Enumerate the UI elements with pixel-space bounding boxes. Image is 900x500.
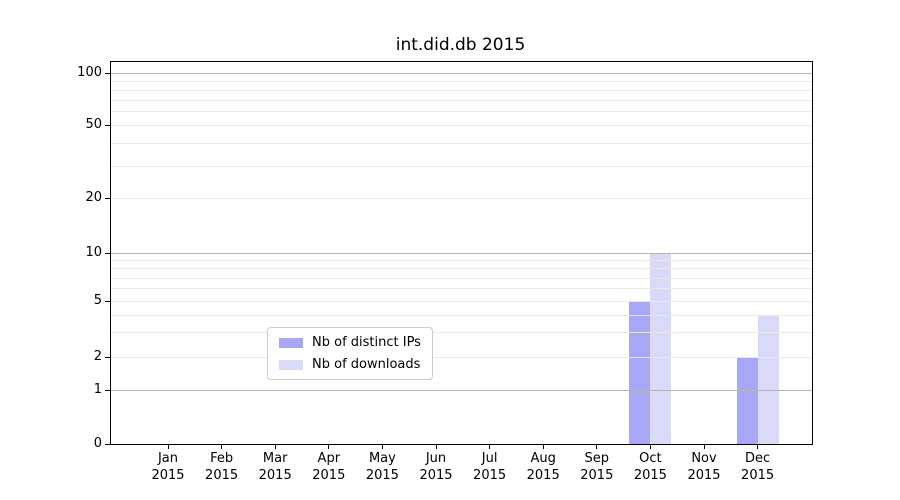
y-tick-mark: [105, 357, 110, 358]
gridline-30: [111, 165, 812, 167]
x-tick-label-oct: Oct 2015: [633, 451, 667, 483]
y-tick-label: 1: [93, 382, 102, 397]
y-tick-label: 50: [85, 117, 102, 132]
gridline-20: [111, 198, 812, 199]
y-tick-mark: [105, 125, 110, 126]
x-tick-label-mar: Mar 2015: [258, 451, 292, 483]
x-tick-label-jan: Jan 2015: [151, 451, 185, 483]
gridline-70: [111, 99, 812, 101]
gridline-6: [111, 288, 812, 290]
gridline-4: [111, 314, 812, 316]
bar-downloads-dec: [757, 314, 779, 444]
gridline-90: [111, 80, 812, 82]
legend-swatch-downloads: [279, 359, 303, 370]
bar-downloads-oct: [650, 253, 672, 444]
x-tick-mark: [167, 445, 169, 449]
x-tick-mark: [221, 445, 223, 449]
y-tick-mark: [105, 253, 110, 254]
x-tick-mark: [757, 445, 759, 449]
gridline-60: [111, 111, 812, 113]
x-tick-label-jun: Jun 2015: [419, 451, 453, 483]
x-tick-mark: [489, 445, 491, 449]
x-tick-label-aug: Aug 2015: [526, 451, 560, 483]
y-tick-mark: [105, 198, 110, 199]
x-tick-label-jul: Jul 2015: [473, 451, 507, 483]
y-tick-label: 5: [93, 293, 102, 308]
y-tick-mark: [105, 390, 110, 391]
y-tick-mark: [105, 444, 110, 445]
gridline-100: [111, 73, 812, 74]
legend-swatch-distinct-ips: [279, 337, 303, 348]
gridline-3: [111, 332, 812, 334]
gridline-10: [111, 253, 812, 254]
plot-area: 0 1 2 5 10 20 50 100 Jan 2015 Feb 2015 Mar 2015 Apr…: [77, 61, 813, 483]
gridline-50: [111, 125, 812, 126]
gridline-80: [111, 89, 812, 91]
x-tick-label-nov: Nov 2015: [687, 451, 721, 483]
chart-title: int.did.db 2015: [395, 35, 526, 55]
x-tick-label-dec: Dec 2015: [741, 451, 775, 483]
x-tick-mark: [703, 445, 705, 449]
bar-distinct-ips-oct: [629, 301, 651, 444]
bar-distinct-ips-dec: [736, 357, 758, 444]
y-tick-label: 20: [85, 190, 102, 205]
y-tick-label: 0: [93, 436, 102, 451]
x-tick-mark: [542, 445, 544, 449]
legend-row-downloads: Nb of downloads: [279, 356, 421, 373]
x-tick-mark: [328, 445, 330, 449]
y-tick-label: 100: [77, 65, 102, 80]
legend: Nb of distinct IPs Nb of downloads: [267, 327, 433, 380]
legend-label-distinct-ips: Nb of distinct IPs: [312, 335, 421, 350]
x-tick-mark: [596, 445, 598, 449]
y-tick-label: 2: [93, 349, 102, 364]
legend-label-downloads: Nb of downloads: [312, 357, 421, 372]
x-tick-mark: [274, 445, 276, 449]
gridline-5: [111, 301, 812, 302]
gridline-2: [111, 357, 812, 358]
x-tick-label-sep: Sep 2015: [580, 451, 614, 483]
x-tick-label-feb: Feb 2015: [205, 451, 239, 483]
x-tick-mark: [435, 445, 437, 449]
gridline-9: [111, 260, 812, 262]
x-tick-mark: [381, 445, 383, 449]
legend-row-distinct-ips: Nb of distinct IPs: [279, 334, 421, 351]
x-tick-label-apr: Apr 2015: [312, 451, 346, 483]
gridline-7: [111, 277, 812, 279]
gridline-1: [111, 390, 812, 391]
x-tick-label-may: May 2015: [365, 451, 399, 483]
gridline-40: [111, 142, 812, 144]
y-tick-label: 10: [85, 245, 102, 260]
gridline-8: [111, 268, 812, 270]
y-tick-mark: [105, 301, 110, 302]
x-tick-mark: [649, 445, 651, 449]
y-tick-mark: [105, 73, 110, 74]
